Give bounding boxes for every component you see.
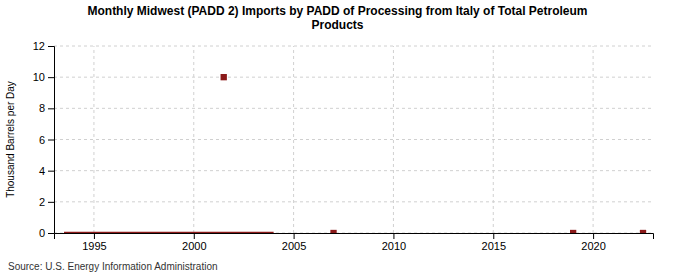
- x-axis-tick: 2010: [382, 233, 406, 252]
- x-axis-tick: 2015: [482, 233, 506, 252]
- x-axis-tick-mark: [94, 233, 95, 239]
- y-axis: 0 2 4 6 8 10 12: [33, 40, 55, 239]
- x-axis-tick-mark: [493, 233, 494, 239]
- y-axis-tick: 12: [33, 40, 54, 52]
- point: [330, 230, 336, 233]
- x-axis-tick-label: 2005: [282, 240, 306, 252]
- y-axis-tick-mark: [48, 46, 54, 47]
- line: [64, 232, 274, 233]
- plot-area: [64, 74, 646, 233]
- point: [640, 230, 646, 233]
- x-axis-tick-mark: [593, 233, 594, 239]
- point: [570, 230, 576, 233]
- point: [221, 74, 227, 80]
- x-axis-tick-label: 2020: [581, 240, 605, 252]
- x-axis-tick: 2000: [182, 233, 206, 252]
- x-axis-tick: 2020: [581, 233, 605, 252]
- y-axis-tick: 8: [39, 102, 54, 114]
- x-axis-tick-label: 2000: [182, 240, 206, 252]
- grid-line-y: [54, 77, 653, 78]
- y-axis-line: [48, 47, 55, 234]
- y-axis-tick-label: 12: [33, 40, 45, 52]
- y-axis-tick: 2: [39, 196, 54, 208]
- grid-line-x: [93, 46, 94, 233]
- grid-line-x: [593, 46, 594, 233]
- chart: 1995 2000 2005 2010 2015 2020 0 2 4 6 8 10 12 Monthly…: [0, 0, 675, 275]
- y-axis-tick-mark: [48, 233, 54, 234]
- y-axis-tick-label: 4: [39, 165, 45, 177]
- y-axis-tick: 4: [39, 165, 54, 177]
- y-axis-tick-mark: [48, 171, 54, 172]
- grid-line-y: [54, 46, 653, 47]
- y-axis-tick-label: 6: [39, 134, 45, 146]
- y-axis-tick-mark: [48, 108, 54, 109]
- y-axis-tick-label: 2: [39, 196, 45, 208]
- x-axis-tick: 2005: [282, 233, 306, 252]
- y-axis-tick: 0: [39, 227, 54, 239]
- y-axis-title: Thousand Barrels per Day: [5, 81, 16, 198]
- grid-line-x: [393, 46, 394, 233]
- x-axis: 1995 2000 2005 2010 2015 2020: [55, 233, 654, 252]
- source: Source: U.S. Energy Information Administ…: [8, 261, 218, 272]
- y-axis-tick-mark: [48, 202, 54, 203]
- grid-line-x: [293, 46, 294, 233]
- x-axis-tick-mark: [294, 233, 295, 239]
- y-axis-tick-mark: [48, 140, 54, 141]
- x-axis-tick-label: 2015: [482, 240, 506, 252]
- y-axis-tick-label: 0: [39, 227, 45, 239]
- y-axis-tick-label: 8: [39, 102, 45, 114]
- x-axis-line: [55, 234, 654, 240]
- grid: [54, 46, 653, 233]
- x-axis-tick-mark: [393, 233, 394, 239]
- y-axis-tick-mark: [48, 77, 54, 78]
- grid-line-y: [54, 108, 653, 109]
- grid-line-y: [54, 170, 653, 171]
- grid-line-y: [54, 201, 653, 202]
- x-axis-tick-mark: [194, 233, 195, 239]
- y-axis-tick: 10: [33, 71, 54, 83]
- grid-line-y: [54, 139, 653, 140]
- x-axis-tick-label: 1995: [82, 240, 106, 252]
- x-axis-tick: 1995: [82, 233, 106, 252]
- x-axis-tick-label: 2010: [382, 240, 406, 252]
- title: Monthly Midwest (PADD 2) Imports by PADD…: [87, 4, 587, 32]
- y-axis-tick-label: 10: [33, 71, 45, 83]
- y-axis-tick: 6: [39, 134, 54, 146]
